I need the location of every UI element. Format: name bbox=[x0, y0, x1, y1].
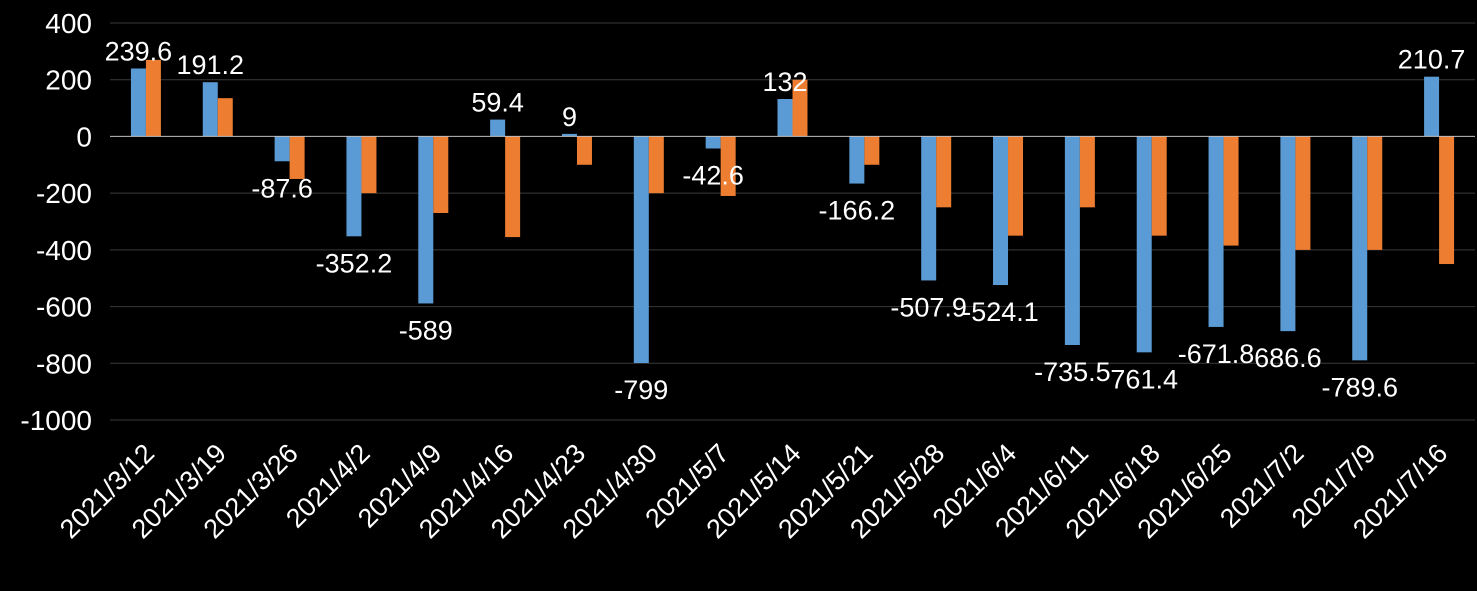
bar-series-1 bbox=[921, 136, 936, 280]
bar-series-2 bbox=[936, 136, 951, 207]
data-label: -507.9 bbox=[890, 292, 967, 322]
bar-series-2 bbox=[1152, 136, 1167, 235]
data-label: -799 bbox=[614, 375, 668, 405]
y-tick-label: 400 bbox=[45, 8, 92, 39]
bar-series-1 bbox=[490, 120, 505, 137]
bar-series-1 bbox=[1209, 136, 1224, 327]
bar-series-2 bbox=[1295, 136, 1310, 249]
data-label: 210.7 bbox=[1398, 45, 1466, 75]
bar-chart: 4002000-200-400-600-800-10002021/3/12202… bbox=[0, 0, 1477, 591]
data-label: -671.8 bbox=[1178, 339, 1255, 369]
data-label: 132 bbox=[762, 67, 807, 97]
bar-series-1 bbox=[849, 136, 864, 183]
bar-series-1 bbox=[1065, 136, 1080, 345]
data-label: 686.6 bbox=[1254, 343, 1322, 373]
data-label: 239.6 bbox=[105, 36, 173, 66]
data-label: -87.6 bbox=[251, 173, 313, 203]
bar-series-2 bbox=[1439, 136, 1454, 264]
bar-series-2 bbox=[649, 136, 664, 193]
bar-series-1 bbox=[1137, 136, 1152, 352]
y-tick-label: -800 bbox=[36, 348, 92, 379]
bar-series-1 bbox=[1424, 77, 1439, 137]
bar-series-1 bbox=[778, 99, 793, 136]
data-label: 191.2 bbox=[176, 50, 244, 80]
y-tick-label: 200 bbox=[45, 65, 92, 96]
bar-series-2 bbox=[1224, 136, 1239, 245]
bar-series-2 bbox=[864, 136, 879, 164]
bar-series-2 bbox=[1367, 136, 1382, 249]
data-label: 761.4 bbox=[1110, 364, 1178, 394]
bar-series-2 bbox=[1080, 136, 1095, 207]
bar-series-1 bbox=[418, 136, 433, 303]
bar-series-1 bbox=[993, 136, 1008, 285]
bar-series-1 bbox=[203, 82, 218, 136]
bar-series-1 bbox=[1352, 136, 1367, 360]
bar-series-1 bbox=[131, 68, 146, 136]
data-label: -166.2 bbox=[819, 196, 896, 226]
bar-series-1 bbox=[1280, 136, 1295, 331]
bar-series-2 bbox=[577, 136, 592, 164]
bar-series-2 bbox=[505, 136, 520, 237]
data-label: 9 bbox=[562, 102, 577, 132]
bar-series-1 bbox=[275, 136, 290, 161]
y-tick-label: -200 bbox=[36, 178, 92, 209]
data-label: -352.2 bbox=[316, 248, 393, 278]
bar-series-2 bbox=[1008, 136, 1023, 235]
axes: 4002000-200-400-600-800-10002021/3/12202… bbox=[20, 8, 1475, 544]
bar-series-2 bbox=[218, 98, 233, 136]
bars bbox=[131, 60, 1454, 363]
data-label: -42.6 bbox=[682, 161, 744, 191]
y-tick-label: -1000 bbox=[20, 405, 92, 436]
data-label: -789.6 bbox=[1321, 372, 1398, 402]
bar-series-2 bbox=[361, 136, 376, 193]
bar-series-1 bbox=[346, 136, 361, 236]
y-tick-label: -600 bbox=[36, 292, 92, 323]
y-tick-label: 0 bbox=[76, 121, 92, 152]
bar-series-2 bbox=[146, 60, 161, 137]
data-label: -735.5 bbox=[1034, 357, 1111, 387]
bar-series-2 bbox=[433, 136, 448, 213]
y-tick-label: -400 bbox=[36, 235, 92, 266]
data-label: -524.1 bbox=[962, 297, 1039, 327]
bar-series-1 bbox=[634, 136, 649, 363]
chart-container: 400 200 0 -200 -400 -600 -800 -1000 2021/3/12 202… bbox=[0, 0, 1477, 591]
bar-series-1 bbox=[706, 136, 721, 148]
data-labels: 239.6 191.2 -87.6 -352.2 -589 59.4 9 -799 -42.6 1… bbox=[105, 36, 1466, 405]
data-label: -589 bbox=[399, 315, 453, 345]
data-label: 59.4 bbox=[471, 88, 524, 118]
